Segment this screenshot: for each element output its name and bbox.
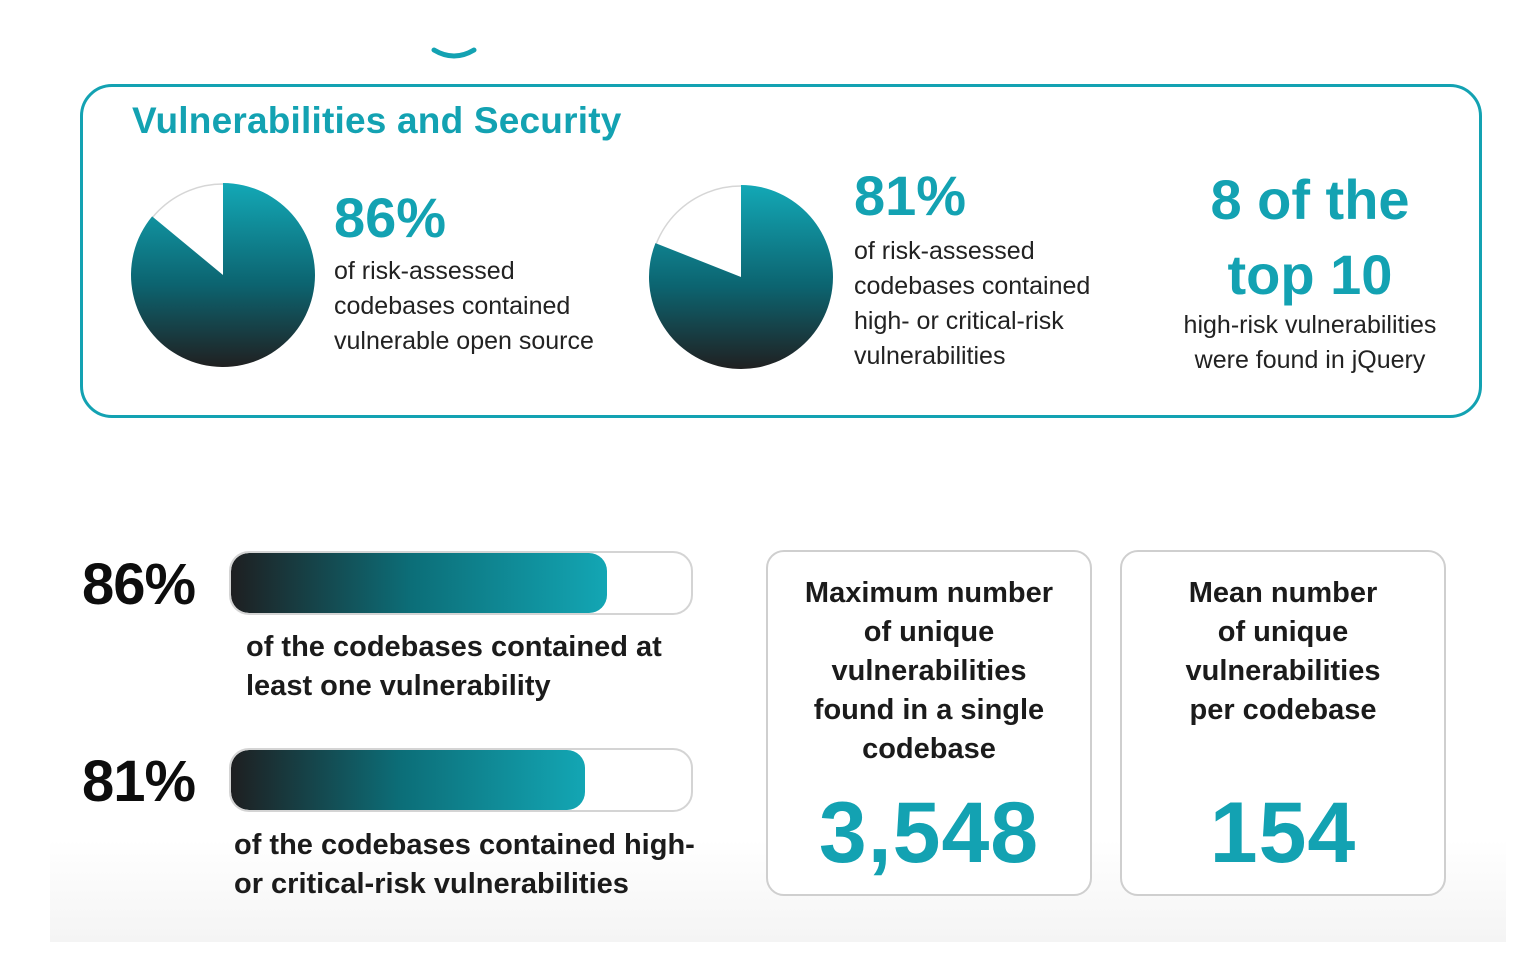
stat-value: 86% bbox=[334, 186, 447, 249]
stat-description: of risk-assessed codebases contained vul… bbox=[334, 257, 594, 355]
progress-bar-track bbox=[229, 748, 693, 812]
pie-slice-main bbox=[130, 183, 315, 367]
security-panel bbox=[80, 84, 1482, 418]
pie-chart-vulnerable bbox=[130, 183, 315, 367]
progress-bar-fill bbox=[231, 553, 607, 613]
bar-percent-label: 81% bbox=[82, 749, 196, 814]
pie-chart-high-risk bbox=[648, 185, 833, 369]
card-value: 3,548 bbox=[818, 785, 1040, 881]
max-vulnerabilities-card: Maximum number of unique vulnerabilities… bbox=[766, 550, 1092, 896]
bar-description: of the codebases contained at least one … bbox=[246, 631, 662, 702]
bar-description: of the codebases contained high- or crit… bbox=[234, 829, 695, 900]
section-title: Vulnerabilities and Security bbox=[132, 100, 622, 141]
progress-bar-fill bbox=[231, 750, 585, 810]
pie-slice-main bbox=[648, 185, 833, 369]
stat-value: 81% bbox=[854, 164, 967, 227]
partial-arc-decoration bbox=[431, 47, 477, 59]
top10-headline: 8 of the top 10 bbox=[1210, 168, 1410, 306]
bar-percent-label: 86% bbox=[82, 552, 196, 617]
mean-vulnerabilities-card: Mean number of unique vulnerabilities pe… bbox=[1120, 550, 1446, 896]
top10-description: high-risk vulnerabilities were found in … bbox=[1183, 311, 1437, 374]
progress-bar-track bbox=[229, 551, 693, 615]
card-value: 154 bbox=[1209, 785, 1357, 881]
card-label: Maximum number of unique vulnerabilities… bbox=[804, 577, 1054, 765]
stat-description: of risk-assessed codebases contained hig… bbox=[854, 237, 1091, 370]
card-label: Mean number of unique vulnerabilities pe… bbox=[1185, 577, 1381, 726]
